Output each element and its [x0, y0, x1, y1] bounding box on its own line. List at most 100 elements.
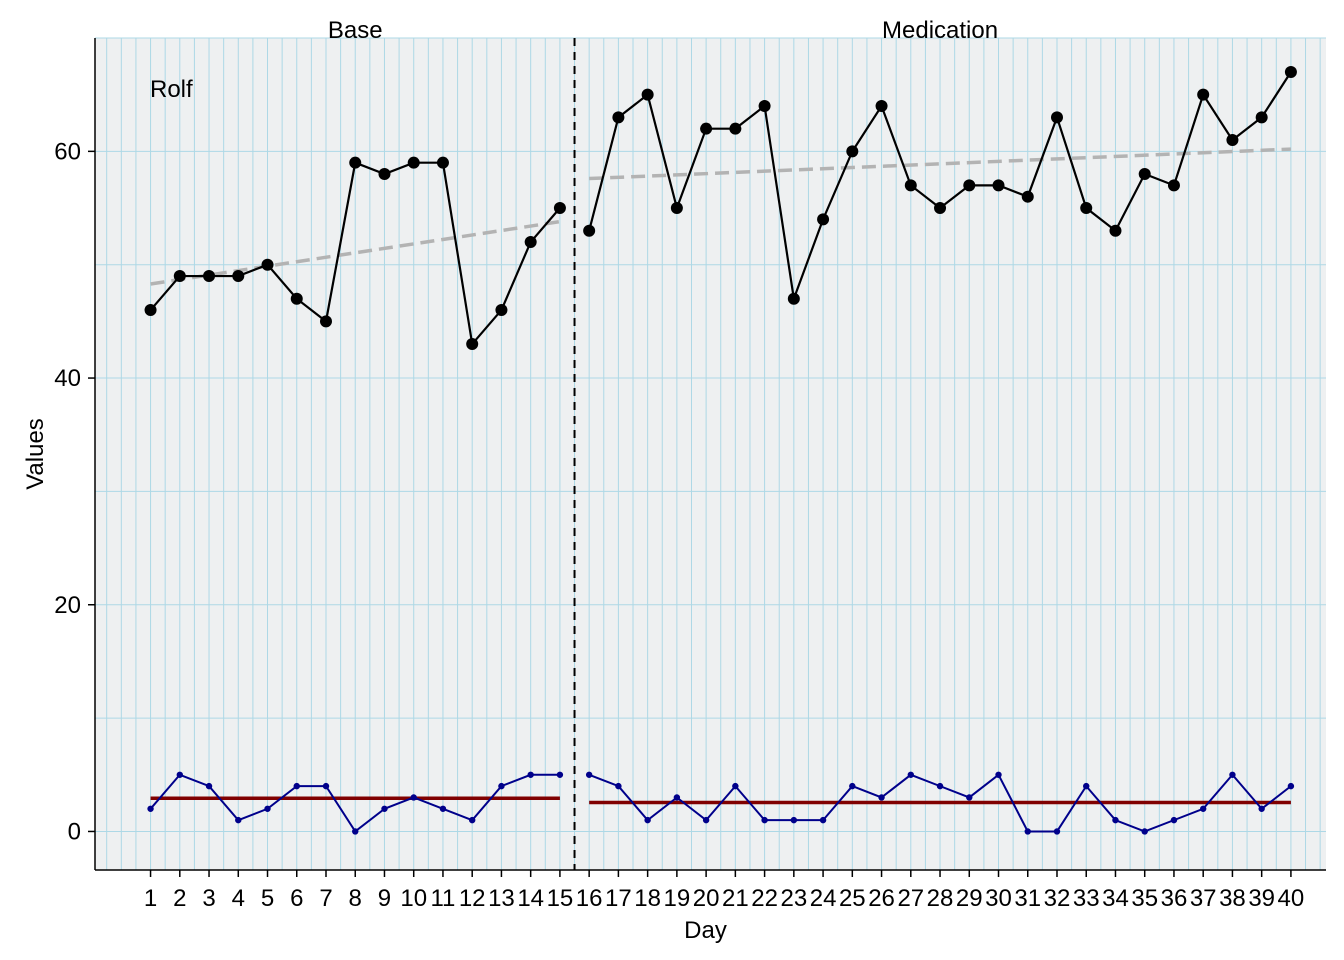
data-point [495, 304, 508, 317]
data-point [1167, 179, 1180, 192]
x-tick-label: 36 [1161, 885, 1188, 912]
data-point [1080, 202, 1093, 215]
x-tick-label: 17 [605, 885, 632, 912]
x-tick-label: 24 [810, 885, 837, 912]
x-tick-label: 22 [751, 885, 778, 912]
data-point [261, 258, 274, 271]
data-point [1083, 782, 1090, 790]
trend-line [150, 219, 561, 286]
x-tick-labels: 1 2 3 4 5 6 7 8 9 10 11 12 13 14 15 16 17 18 19 20 21 22 23 24 2… [144, 885, 1304, 912]
data-point [264, 805, 271, 812]
data-point [293, 782, 300, 790]
data-point [352, 828, 359, 835]
data-point [585, 771, 593, 778]
x-tick-label: 23 [780, 885, 807, 912]
data-point [761, 816, 768, 824]
data-point [144, 304, 157, 317]
x-tick-label: 18 [634, 885, 661, 912]
data-point [670, 202, 683, 215]
data-point [407, 156, 420, 169]
x-tick-label: 25 [839, 885, 866, 912]
data-point [966, 794, 973, 801]
y-tick-label: 40 [54, 365, 81, 392]
data-point [787, 292, 800, 305]
data-point [1287, 782, 1295, 790]
y-tick-label: 20 [54, 592, 81, 619]
x-tick-label: 29 [956, 885, 983, 912]
data-point [1255, 111, 1268, 124]
x-tick-label: 19 [664, 885, 691, 912]
x-tick-label: 15 [547, 885, 574, 912]
data-point [176, 771, 183, 778]
x-tick-label: 26 [868, 885, 895, 912]
case-label: Rolf [150, 76, 193, 103]
data-point [729, 122, 742, 135]
data-point [583, 224, 596, 237]
data-point [1197, 88, 1210, 101]
data-point [235, 816, 242, 824]
data-point [1199, 805, 1207, 812]
x-tick-label: 40 [1278, 885, 1305, 912]
x-tick-label: 31 [1014, 885, 1041, 912]
x-tick-label: 4 [232, 885, 245, 912]
y-tick-label: 60 [54, 138, 81, 165]
x-tick-label: 13 [488, 885, 515, 912]
data-point [466, 338, 479, 351]
data-point [436, 156, 449, 169]
grid-lines [95, 37, 1326, 870]
data-point [846, 145, 859, 158]
data-point [878, 794, 885, 801]
data-point [995, 771, 1002, 778]
data-point [907, 771, 914, 778]
x-tick-label: 8 [349, 885, 362, 912]
y-axis-title: Values [22, 418, 49, 490]
data-point [1229, 771, 1236, 778]
data-point [468, 816, 476, 824]
x-tick-label: 9 [378, 885, 391, 912]
data-point [1053, 828, 1061, 835]
data-point [849, 782, 856, 790]
x-tick-label: 35 [1131, 885, 1158, 912]
data-point [553, 202, 566, 215]
x-tick-label: 12 [459, 885, 486, 912]
data-point [1024, 828, 1031, 835]
y-tick-label: 0 [68, 818, 81, 845]
data-point [1284, 66, 1297, 79]
data-point [992, 179, 1005, 192]
data-point [819, 816, 827, 824]
data-point [322, 782, 330, 790]
data-point [410, 794, 417, 801]
data-point [1141, 828, 1148, 835]
data-point [758, 100, 771, 113]
data-point [203, 270, 216, 283]
data-point [319, 315, 332, 328]
data-point [673, 794, 681, 801]
axes [88, 38, 1326, 877]
data-point [147, 805, 154, 812]
data-point [817, 213, 830, 226]
x-tick-label: 37 [1190, 885, 1217, 912]
x-tick-label: 20 [693, 885, 720, 912]
x-tick-label: 1 [144, 885, 157, 912]
data-point [381, 805, 388, 812]
trend-lines [150, 147, 1291, 286]
data-point [1050, 111, 1063, 124]
data-point [290, 292, 303, 305]
plot-panel [95, 38, 1326, 870]
data-point [732, 782, 739, 790]
data-point [1170, 816, 1178, 824]
data-point [1258, 805, 1265, 812]
x-tick-label: 32 [1044, 885, 1071, 912]
data-point [875, 100, 888, 113]
data-point [205, 782, 213, 790]
x-tick-label: 11 [430, 885, 455, 912]
data-point [232, 270, 245, 283]
data-point [1021, 190, 1034, 203]
data-point [1226, 134, 1239, 147]
data-point [524, 236, 537, 249]
trend-line [589, 147, 1291, 181]
x-axis-title: Day [684, 917, 727, 944]
data-point [439, 805, 447, 812]
x-tick-label: 2 [173, 885, 186, 912]
